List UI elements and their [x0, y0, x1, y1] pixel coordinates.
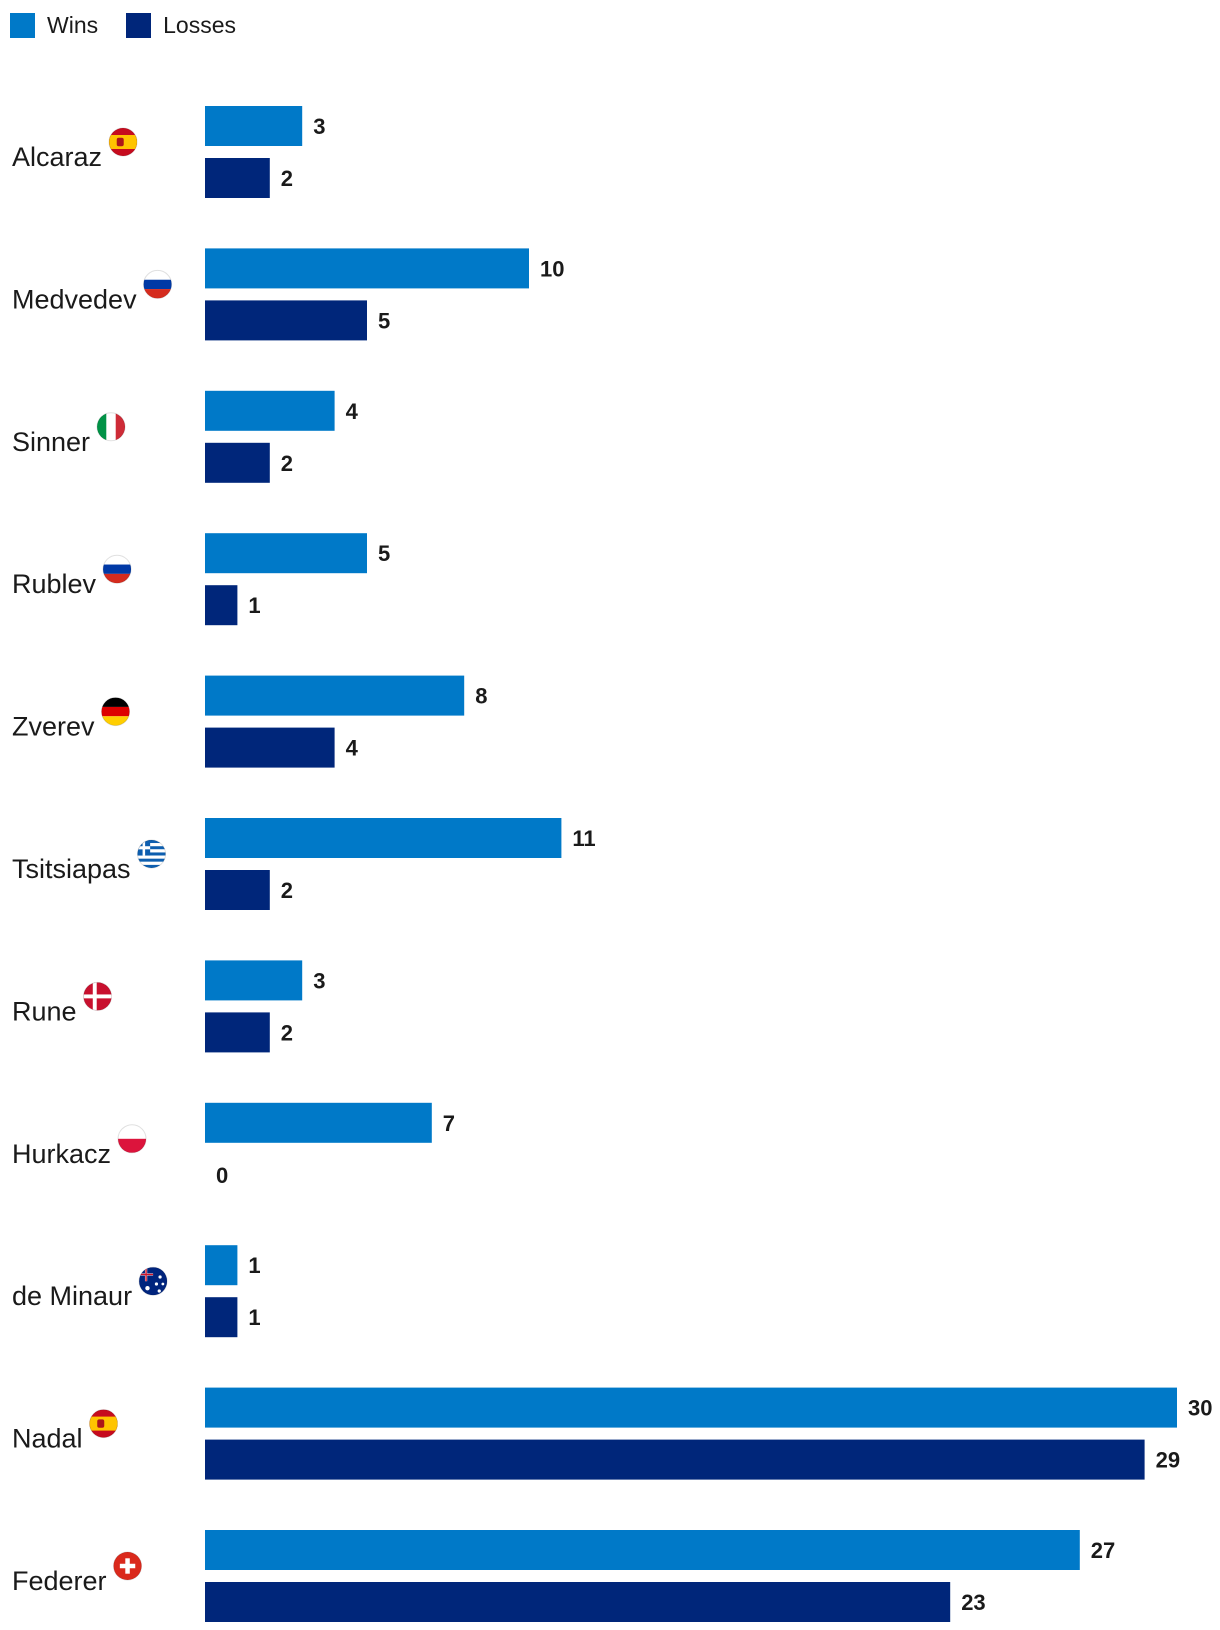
legend: Wins Losses: [10, 10, 264, 40]
bar-wins-sinner: [205, 390, 335, 431]
value-label-losses-sinner: 2: [281, 451, 293, 476]
bar-wins-rune: [205, 960, 303, 1001]
value-label-losses-hurkacz: 0: [216, 1163, 228, 1188]
bar-losses-rune: [205, 1012, 270, 1053]
legend-item-losses: Losses: [126, 12, 236, 39]
bar-losses-de-minaur: [205, 1297, 238, 1338]
legend-item-wins: Wins: [10, 12, 98, 39]
poland-flag-icon: [117, 1124, 147, 1154]
italy-flag-icon: [96, 412, 126, 442]
value-label-wins-medvedev: 10: [540, 256, 564, 281]
australia-flag-icon: [138, 1266, 168, 1296]
category-label-sinner: Sinner: [12, 427, 90, 457]
value-label-losses-alcaraz: 2: [281, 166, 293, 191]
category-label-federer: Federer: [12, 1566, 107, 1596]
russia-flag-icon: [102, 554, 132, 584]
category-label-alcaraz: Alcaraz: [12, 142, 102, 172]
value-label-losses-de-minaur: 1: [248, 1305, 260, 1330]
legend-swatch-wins: [10, 12, 35, 38]
value-label-wins-hurkacz: 7: [443, 1111, 455, 1136]
spain-flag-icon: [108, 127, 138, 157]
category-label-rune: Rune: [12, 996, 77, 1026]
value-label-losses-tsitsiapas: 2: [281, 878, 293, 903]
category-label-nadal: Nadal: [12, 1424, 83, 1454]
value-label-wins-nadal: 30: [1188, 1396, 1212, 1421]
value-label-losses-rune: 2: [281, 1020, 293, 1045]
value-label-wins-zverev: 8: [475, 684, 487, 709]
value-label-wins-sinner: 4: [346, 399, 359, 424]
bar-losses-nadal: [205, 1439, 1145, 1480]
category-label-hurkacz: Hurkacz: [12, 1139, 111, 1169]
bar-wins-alcaraz: [205, 106, 303, 146]
legend-label-losses: Losses: [163, 11, 236, 38]
value-label-wins-federer: 27: [1091, 1538, 1115, 1563]
category-label-medvedev: Medvedev: [12, 284, 137, 314]
value-label-wins-rublev: 5: [378, 541, 390, 566]
bar-losses-rublev: [205, 585, 238, 626]
germany-flag-icon: [101, 697, 131, 727]
value-label-losses-medvedev: 5: [378, 308, 390, 333]
bar-wins-nadal: [205, 1387, 1177, 1428]
bar-wins-rublev: [205, 533, 367, 574]
legend-label-wins: Wins: [47, 11, 99, 38]
russia-flag-icon: [143, 269, 173, 299]
category-label-de-minaur: de Minaur: [12, 1281, 132, 1311]
category-label-tsitsiapas: Tsitsiapas: [12, 854, 131, 884]
value-label-wins-de-minaur: 1: [248, 1253, 260, 1278]
greece-flag-icon: [137, 839, 167, 869]
value-label-wins-alcaraz: 3: [313, 114, 325, 139]
value-label-losses-rublev: 1: [248, 593, 260, 618]
bar-wins-de-minaur: [205, 1245, 238, 1286]
category-label-rublev: Rublev: [12, 569, 97, 599]
bar-wins-hurkacz: [205, 1102, 432, 1143]
bar-losses-medvedev: [205, 300, 367, 341]
value-label-losses-zverev: 4: [346, 736, 359, 761]
bar-losses-tsitsiapas: [205, 870, 270, 910]
bar-wins-zverev: [205, 675, 465, 716]
bar-wins-medvedev: [205, 248, 529, 289]
denmark-flag-icon: [83, 981, 113, 1011]
value-label-wins-rune: 3: [313, 968, 325, 993]
spain-flag-icon: [89, 1409, 119, 1439]
bar-losses-alcaraz: [205, 158, 270, 198]
category-label-zverev: Zverev: [12, 712, 95, 742]
value-label-losses-nadal: 29: [1156, 1448, 1180, 1473]
value-label-losses-federer: 23: [961, 1590, 985, 1615]
bar-losses-sinner: [205, 442, 270, 483]
bar-losses-zverev: [205, 727, 335, 768]
bar-wins-tsitsiapas: [205, 818, 562, 858]
value-label-wins-tsitsiapas: 11: [572, 826, 595, 851]
bar-losses-federer: [205, 1582, 951, 1622]
switzerland-flag-icon: [113, 1551, 143, 1581]
legend-swatch-losses: [126, 12, 152, 38]
bar-wins-federer: [205, 1530, 1080, 1570]
